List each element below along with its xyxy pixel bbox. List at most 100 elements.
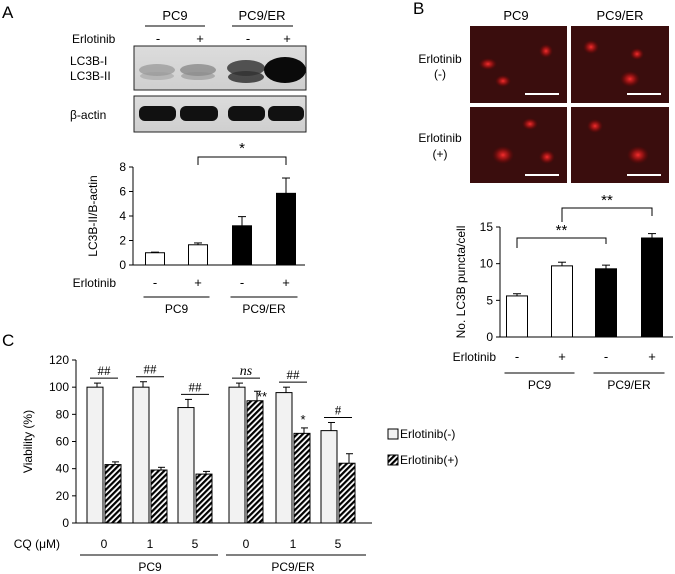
x-sign-label: - <box>153 275 157 290</box>
x-sign-label: - <box>240 275 244 290</box>
actin-label: β-actin <box>70 108 106 122</box>
y-tick-label: 0 <box>486 330 493 344</box>
panel-a: A PC9 PC9/ER Erlotinib - + - + LC3B-I LC… <box>2 3 307 316</box>
panel-c-chart: 0 20 40 60 80 100 120 Viability (%) ## 0 ## 1 ## 5 ns 0… <box>14 353 459 574</box>
y-tick-label: 100 <box>49 380 69 394</box>
bar <box>293 432 311 524</box>
x-group-label: PC9/ER <box>607 378 651 392</box>
bar <box>551 265 573 338</box>
y-tick-label: 20 <box>56 489 70 503</box>
x-sign-label: - <box>515 349 519 364</box>
bar <box>320 430 338 524</box>
panel-a-letter: A <box>2 3 14 22</box>
bar <box>132 386 150 524</box>
legend: Erlotinib(-) Erlotinib(+) <box>387 427 458 467</box>
bar <box>188 244 208 266</box>
sig-bracket <box>197 156 287 165</box>
y-tick-label: 40 <box>56 462 70 476</box>
panel-b-letter: B <box>413 0 424 18</box>
bar <box>232 225 252 266</box>
bar <box>246 400 264 524</box>
micrograph-pc9er-plus <box>571 107 669 183</box>
bar <box>104 464 122 524</box>
legend-swatch <box>387 454 399 466</box>
x-erlotinib-label: Erlotinib <box>73 276 117 290</box>
x-sign-label: - <box>604 349 608 364</box>
bar <box>506 295 528 338</box>
y-tick-label: 8 <box>119 160 126 174</box>
micrograph-pc9-plus <box>470 107 567 183</box>
y-axis-label: Viability (%) <box>21 410 35 473</box>
micrograph-pc9er-minus <box>571 26 669 103</box>
pair-sig-marker: ## <box>98 363 112 378</box>
x-erlotinib-label: Erlotinib <box>453 350 497 364</box>
blot-group-pc9er: PC9/ER <box>239 8 286 23</box>
bar <box>150 469 168 524</box>
y-tick-label: 80 <box>56 407 70 421</box>
bar <box>595 268 617 338</box>
x-tick-label: 1 <box>147 537 154 551</box>
y-tick-label: 60 <box>56 435 70 449</box>
bar <box>275 392 293 524</box>
bar <box>195 473 213 524</box>
panel-b: B PC9 PC9/ER Erlotinib (-) Erlotinib (+) <box>413 0 673 392</box>
bar <box>86 386 104 524</box>
y-tick-label: 2 <box>119 234 126 248</box>
legend-label: Erlotinib(-) <box>400 427 455 441</box>
panel-c: C 0 20 40 60 80 100 120 Viability (%) ## 0 ## 1 ## 5 n… <box>2 331 458 574</box>
lc3b-blot <box>133 45 307 91</box>
x-group-label: PC9 <box>528 378 552 392</box>
bar <box>338 462 356 524</box>
pair-sig-marker: # <box>335 402 342 417</box>
y-tick-label: 0 <box>62 516 69 530</box>
x-sign-label: + <box>558 349 566 364</box>
x-group-label: PC9 <box>165 302 189 316</box>
panel-b-chart: 0 5 10 15 No. LC3B puncta/cell - + - + Erlotinib P… <box>453 192 673 392</box>
micro-row1-label-b: (-) <box>434 67 446 81</box>
blot-lane-sign-3: - <box>246 31 250 46</box>
x-tick-label: 1 <box>290 537 297 551</box>
blot-erlotinib-label: Erlotinib <box>72 32 116 46</box>
y-tick-label: 15 <box>480 220 494 234</box>
y-tick-label: 5 <box>486 293 493 307</box>
x-tick-label: 0 <box>101 537 108 551</box>
panel-a-chart: 0 2 4 6 8 LC3B-II/B-actin - + - + Erlotinib PC9 PC9/… <box>73 140 305 316</box>
y-axis-label: LC3B-II/B-actin <box>86 175 100 256</box>
y-tick-label: 120 <box>49 353 69 367</box>
pair-sig-marker: ## <box>189 379 203 394</box>
x-group-label: PC9 <box>138 560 162 574</box>
sig-marker: ** <box>601 192 613 209</box>
blot-lane-sign-2: + <box>196 31 204 46</box>
micro-group-pc9: PC9 <box>503 8 528 23</box>
y-tick-label: 10 <box>480 257 494 271</box>
x-sign-label: + <box>282 275 290 290</box>
sig-marker: ** <box>556 222 568 239</box>
bar <box>276 192 296 266</box>
sig-bracket <box>561 207 653 222</box>
sig-marker: * <box>239 140 245 157</box>
blot-lane-sign-4: + <box>283 31 291 46</box>
bar-sig-marker: ** <box>257 389 267 404</box>
bar <box>641 237 663 338</box>
y-tick-label: 6 <box>119 185 126 199</box>
x-tick-label: 5 <box>192 537 199 551</box>
pair-sig-marker: ## <box>287 367 301 382</box>
x-axis-label: CQ (μM) <box>14 537 60 551</box>
sig-bracket <box>516 237 607 248</box>
micro-row2-label-b: (+) <box>433 147 448 161</box>
lc3b-ii-label: LC3B-II <box>70 69 111 83</box>
micro-group-pc9er: PC9/ER <box>597 8 644 23</box>
blot-lane-sign-1: - <box>156 31 160 46</box>
panel-c-letter: C <box>2 331 14 350</box>
lc3b-i-label: LC3B-I <box>70 54 107 68</box>
x-sign-label: + <box>194 275 202 290</box>
bar <box>228 386 246 524</box>
micrograph-pc9-minus <box>470 26 567 103</box>
x-tick-label: 0 <box>243 537 250 551</box>
x-sign-label: + <box>648 349 656 364</box>
pair-sig-marker: ns <box>240 364 253 379</box>
x-group-label: PC9/ER <box>242 302 286 316</box>
x-group-label: PC9/ER <box>271 560 315 574</box>
legend-label: Erlotinib(+) <box>400 453 458 467</box>
